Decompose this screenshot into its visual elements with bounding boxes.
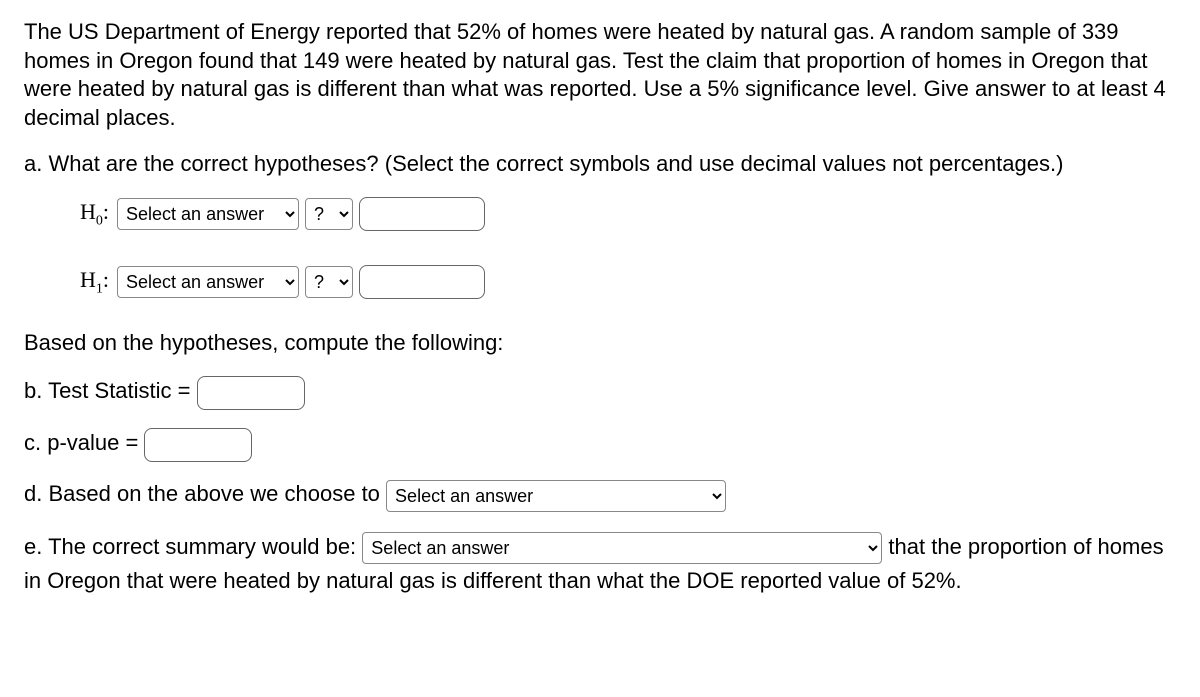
part-e: e. The correct summary would be: Select … xyxy=(24,534,1164,593)
problem-statement: The US Department of Energy reported tha… xyxy=(24,18,1176,132)
summary-select[interactable]: Select an answer xyxy=(362,532,882,564)
h1-parameter-select[interactable]: Select an answer xyxy=(117,266,299,298)
h1-row: H1: Select an answer ? xyxy=(80,265,1176,299)
hypotheses-block: H0: Select an answer ? H1: Select an ans… xyxy=(80,197,1176,299)
part-e-prefix: e. The correct summary would be: xyxy=(24,534,362,559)
part-d: d. Based on the above we choose to Selec… xyxy=(24,481,726,506)
decision-select[interactable]: Select an answer xyxy=(386,480,726,512)
p-value-input[interactable] xyxy=(144,428,252,462)
part-c-label: c. p-value = xyxy=(24,430,144,455)
h0-parameter-select[interactable]: Select an answer xyxy=(117,198,299,230)
part-a-prompt: a. What are the correct hypotheses? (Sel… xyxy=(24,150,1176,179)
h0-row: H0: Select an answer ? xyxy=(80,197,1176,231)
part-d-prefix: d. Based on the above we choose to xyxy=(24,481,386,506)
h1-value-input[interactable] xyxy=(359,265,485,299)
h0-label: H0: xyxy=(80,198,109,231)
h0-operator-select[interactable]: ? xyxy=(305,198,353,230)
part-b: b. Test Statistic = xyxy=(24,378,305,403)
part-b-label: b. Test Statistic = xyxy=(24,378,197,403)
test-statistic-input[interactable] xyxy=(197,376,305,410)
based-on-text: Based on the hypotheses, compute the fol… xyxy=(24,329,1176,358)
h0-value-input[interactable] xyxy=(359,197,485,231)
h1-operator-select[interactable]: ? xyxy=(305,266,353,298)
h1-label: H1: xyxy=(80,266,109,299)
part-c: c. p-value = xyxy=(24,430,252,455)
